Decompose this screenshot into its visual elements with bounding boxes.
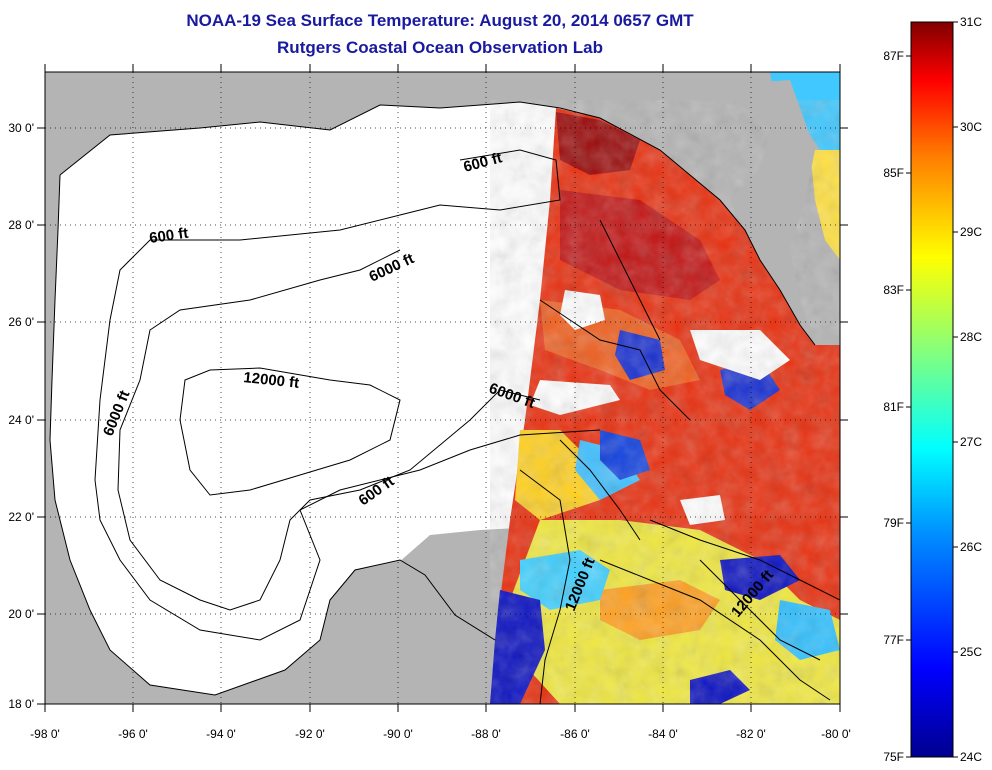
celsius-label: 25C (960, 645, 982, 659)
lon-tick-label: -82 0' (736, 727, 766, 741)
lon-tick-label: -80 0' (821, 727, 851, 741)
fahrenheit-label: 83F (883, 283, 904, 297)
graticule (45, 72, 840, 704)
fahrenheit-label: 85F (883, 166, 904, 180)
lon-tick-label: -88 0' (471, 727, 501, 741)
lon-tick-labels: -98 0' -96 0' -94 0' -92 0' -90 0' -88 0… (30, 727, 851, 741)
lat-tick-label: 20 0' (8, 607, 34, 621)
fahrenheit-label: 79F (883, 516, 904, 530)
celsius-label: 27C (960, 435, 982, 449)
fahrenheit-label: 77F (883, 633, 904, 647)
map-subtitle: Rutgers Coastal Ocean Observation Lab (277, 38, 603, 57)
lon-tick-label: -90 0' (383, 727, 413, 741)
lat-tick-label: 26 0' (8, 315, 34, 329)
lat-tick-labels: 30 0' 28 0' 26 0' 24 0' 22 0' 20 0' 18 0… (8, 121, 34, 711)
lon-tick-label: -86 0' (560, 727, 590, 741)
lat-tick-label: 28 0' (8, 218, 34, 232)
fahrenheit-label: 75F (883, 750, 904, 764)
celsius-label: 29C (960, 225, 982, 239)
lat-tick-label: 24 0' (8, 413, 34, 427)
map-frame (44, 71, 841, 705)
map-title: NOAA-19 Sea Surface Temperature: August … (186, 11, 694, 30)
lat-tick-label: 18 0' (8, 697, 34, 711)
fahrenheit-label: 81F (883, 400, 904, 414)
lon-tick-label: -84 0' (648, 727, 678, 741)
lon-tick-label: -98 0' (30, 727, 60, 741)
lon-tick-label: -96 0' (118, 727, 148, 741)
contour-label: 12000 ft (243, 369, 300, 392)
axis-ticks (37, 64, 848, 712)
celsius-label: 28C (960, 330, 982, 344)
fahrenheit-label: 87F (883, 49, 904, 63)
sst-swath (490, 72, 840, 704)
lat-tick-label: 30 0' (8, 121, 34, 135)
colorbar: 31C 30C 29C 28C 27C 26C 25C 24C 87F 85F … (883, 15, 982, 764)
contour-12000ft (179, 367, 401, 496)
contour-label: 600 ft (148, 225, 189, 247)
celsius-label: 30C (960, 120, 982, 134)
celsius-label: 26C (960, 540, 982, 554)
lat-tick-label: 22 0' (8, 510, 34, 524)
celsius-label: 24C (960, 750, 982, 764)
bathymetry-contours (94, 149, 840, 704)
coastline (49, 101, 816, 696)
colorbar-gradient (910, 21, 954, 758)
celsius-label: 31C (960, 15, 982, 29)
lon-tick-label: -92 0' (295, 727, 325, 741)
lon-tick-label: -94 0' (206, 727, 236, 741)
contour-6000ft (117, 249, 541, 611)
